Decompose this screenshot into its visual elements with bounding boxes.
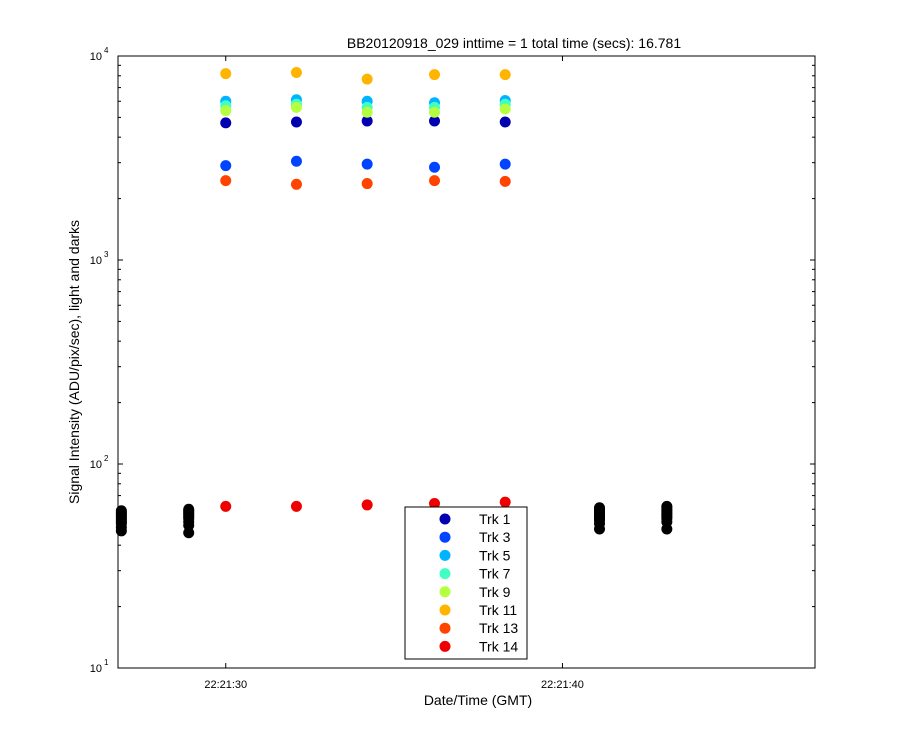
plot-area-frame — [117, 55, 816, 669]
data-point — [429, 115, 441, 127]
legend: Trk 1 Trk 3 Trk 5 Trk 7 Trk 9 Trk 11 Trk 13 Trk… — [404, 506, 528, 660]
legend-marker — [439, 531, 451, 543]
data-point — [361, 115, 373, 127]
legend-marker — [439, 549, 451, 561]
data-point — [499, 496, 511, 508]
plot-marks — [115, 67, 673, 539]
data-point — [499, 103, 511, 115]
dark-point — [183, 503, 195, 515]
data-point — [220, 500, 232, 512]
data-point — [290, 116, 302, 128]
data-point — [499, 116, 511, 128]
legend-marker — [439, 513, 451, 525]
data-point — [429, 161, 441, 173]
data-point — [290, 178, 302, 190]
y-tick-label: 10 — [90, 255, 102, 267]
y-tick-exponent: 1 — [104, 658, 109, 667]
legend-marker — [439, 622, 451, 634]
data-point — [429, 175, 441, 187]
data-point — [290, 101, 302, 113]
data-point — [290, 155, 302, 167]
legend-label: Trk 7 — [479, 566, 511, 582]
data-point — [499, 69, 511, 81]
data-point — [361, 499, 373, 511]
legend-label: Trk 13 — [479, 620, 518, 636]
data-point — [220, 175, 232, 187]
legend-label: Trk 5 — [479, 547, 511, 563]
legend-marker — [439, 640, 451, 652]
x-axis-label: Date/Time (GMT) — [424, 692, 532, 708]
legend-label: Trk 1 — [479, 511, 511, 527]
data-point — [361, 73, 373, 85]
y-tick-exponent: 2 — [104, 454, 109, 463]
legend-label: Trk 14 — [479, 638, 518, 654]
data-point — [220, 117, 232, 129]
chart-title: BB20120918_029 inttime = 1 total time (s… — [347, 35, 681, 51]
x-tick-label: 22:21:30 — [204, 679, 247, 691]
data-point — [499, 175, 511, 187]
y-tick-label: 10 — [90, 663, 102, 675]
y-tick-label: 10 — [90, 51, 102, 63]
legend-marker — [439, 604, 451, 616]
legend-marker — [439, 586, 451, 598]
data-point — [499, 158, 511, 170]
x-tick-label: 22:21:40 — [541, 679, 584, 691]
data-point — [290, 500, 302, 512]
dark-point — [115, 505, 127, 517]
y-tick-exponent: 4 — [104, 46, 109, 55]
y-tick-exponent: 3 — [104, 250, 109, 259]
legend-label: Trk 9 — [479, 584, 511, 600]
y-tick-label: 10 — [90, 459, 102, 471]
legend-box — [404, 506, 528, 660]
data-point — [429, 69, 441, 81]
legend-label: Trk 3 — [479, 529, 511, 545]
data-point — [361, 158, 373, 170]
data-point — [220, 68, 232, 80]
dark-point — [594, 502, 606, 514]
data-point — [361, 178, 373, 190]
data-point — [290, 67, 302, 79]
legend-marker — [439, 568, 451, 580]
data-point — [361, 106, 373, 118]
dark-point — [661, 500, 673, 512]
data-point — [220, 160, 232, 172]
legend-label: Trk 11 — [479, 602, 517, 618]
y-axis-label: Signal Intensity (ADU/pix/sec), light an… — [66, 220, 82, 504]
data-point — [220, 105, 232, 117]
data-point — [429, 498, 441, 510]
data-point — [429, 106, 441, 118]
